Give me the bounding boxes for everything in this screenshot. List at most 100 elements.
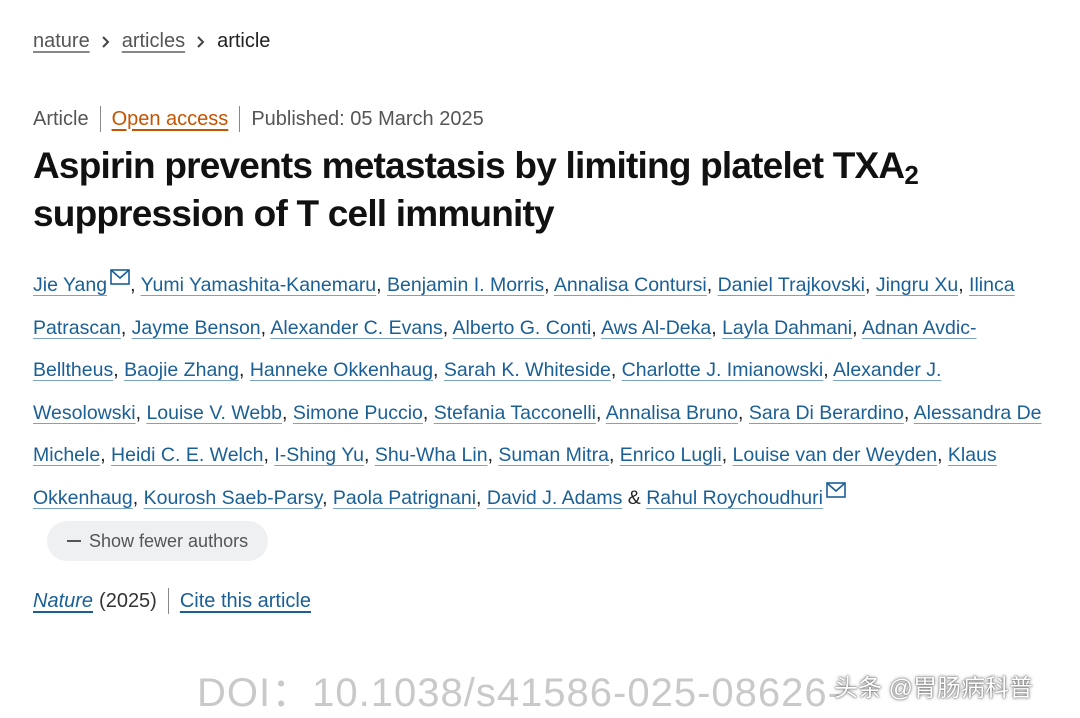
author-link[interactable]: Yumi Yamashita-Kanemaru <box>140 274 377 296</box>
author-link[interactable]: Alberto G. Conti <box>452 316 592 339</box>
separator: , <box>238 359 245 382</box>
author-link[interactable]: Sarah K. Whiteside <box>443 359 611 382</box>
author-link[interactable]: Stefania Tacconelli <box>433 401 596 424</box>
author-item: Aws Al-Deka, <box>601 317 717 339</box>
separator: , <box>608 444 615 467</box>
author-list: Jie Yang, Yumi Yamashita-Kanemaru, Benja… <box>33 264 1048 562</box>
mail-icon[interactable] <box>110 269 130 285</box>
author-link[interactable]: Baojie Zhang <box>124 359 239 382</box>
conjunction: & <box>627 486 641 509</box>
separator: , <box>132 486 139 509</box>
author-item: Suman Mitra, <box>498 444 614 466</box>
author-item: Daniel Trajkovski, <box>718 274 871 296</box>
author-link[interactable]: Alexander J. Wesolowski <box>33 359 942 424</box>
separator: , <box>721 444 728 467</box>
author-link[interactable]: Adnan Avdic-Belltheus <box>33 316 977 382</box>
cite-link[interactable]: Cite this article <box>179 589 311 612</box>
author-link[interactable]: Aws Al-Deka <box>601 316 712 339</box>
separator: , <box>363 444 370 467</box>
author-item: Jingru Xu, <box>876 274 964 296</box>
separator: , <box>135 401 142 424</box>
mail-icon[interactable] <box>826 482 846 498</box>
author-item: Alexander C. Evans, <box>270 317 448 339</box>
author-link[interactable]: Jie Yang <box>33 274 108 296</box>
author-item: Baojie Zhang, <box>124 359 244 381</box>
author-link[interactable]: Sara Di Berardino <box>748 401 904 424</box>
separator: , <box>591 316 597 339</box>
author-item: I-Shing Yu, <box>274 444 369 466</box>
separator: , <box>260 316 267 339</box>
author-item: Annalisa Contursi, <box>554 274 712 296</box>
author-link[interactable]: Layla Dahmani <box>722 316 853 339</box>
author-item: Klaus Okkenhaug, <box>33 444 997 509</box>
author-link[interactable]: Daniel Trajkovski <box>717 274 865 296</box>
separator: , <box>476 486 482 509</box>
author-item: Ilinca Patrascan, <box>33 274 1015 339</box>
author-link[interactable]: Louise V. Webb <box>146 401 282 424</box>
author-link[interactable]: Benjamin I. Morris <box>387 274 545 296</box>
separator: , <box>487 444 493 467</box>
breadcrumb-current: article <box>217 30 271 52</box>
author-item: Jie Yang, <box>33 269 136 296</box>
author-item: Kourosh Saeb-Parsy, <box>144 487 328 509</box>
author-item: Hanneke Okkenhaug, <box>250 359 439 381</box>
author-item: Yumi Yamashita-Kanemaru, <box>141 274 382 296</box>
author-item: Sarah K. Whiteside, <box>444 359 616 381</box>
author-link[interactable]: Alexander C. Evans <box>270 316 443 339</box>
breadcrumb-link[interactable]: nature <box>33 30 90 52</box>
author-link[interactable]: Annalisa Contursi <box>553 274 707 296</box>
breadcrumb-link[interactable]: articles <box>121 30 186 52</box>
separator: , <box>130 274 136 296</box>
separator: , <box>823 359 829 382</box>
author-link[interactable]: Enrico Lugli <box>619 444 722 467</box>
divider <box>239 106 241 132</box>
source-watermark: 头条 @胃肠病科普 <box>834 675 1034 702</box>
author-item: Rahul Roychoudhuri <box>646 482 846 509</box>
journal-link[interactable]: Nature <box>33 589 94 612</box>
separator: , <box>738 401 744 424</box>
open-access[interactable]: Open access <box>111 107 229 130</box>
chevron <box>197 35 205 48</box>
separator: , <box>120 316 127 339</box>
author-link[interactable]: Jingru Xu <box>875 274 959 296</box>
author-item: Alberto G. Conti, <box>453 317 597 339</box>
author-item: Alexander J. Wesolowski, <box>33 359 941 424</box>
author-link[interactable]: Annalisa Bruno <box>605 401 739 424</box>
author-item: Sara Di Berardino, <box>749 402 909 424</box>
author-link[interactable]: I-Shing Yu <box>274 444 364 467</box>
author-item: Jayme Benson, <box>132 317 266 339</box>
separator: , <box>442 316 449 339</box>
separator: , <box>903 401 910 424</box>
author-link[interactable]: Ilinca Patrascan <box>33 274 1015 339</box>
author-item: Louise van der Weyden, <box>733 444 943 466</box>
author-item: Shu-Wha Lin, <box>375 444 493 466</box>
author-link[interactable]: Hanneke Okkenhaug <box>249 359 434 382</box>
author-link[interactable]: Rahul Roychoudhuri <box>646 486 823 509</box>
author-link[interactable]: Paola Patrignani <box>332 486 477 509</box>
author-item: Enrico Lugli, <box>620 444 727 466</box>
author-link[interactable]: Simone Puccio <box>292 401 423 424</box>
separator: , <box>706 274 713 296</box>
separator: , <box>113 359 119 382</box>
divider <box>99 106 101 132</box>
author-link[interactable]: Louise van der Weyden <box>732 444 938 467</box>
separator: , <box>852 316 858 339</box>
author-link[interactable]: Kourosh Saeb-Parsy <box>143 486 323 509</box>
show-fewer-authors[interactable]: Show fewer authors <box>47 521 269 562</box>
author-link[interactable]: Heidi C. E. Welch <box>111 444 264 467</box>
author-link[interactable]: David J. Adams <box>486 486 623 509</box>
author-link[interactable]: Alessandra De Michele <box>33 401 1042 467</box>
author-link[interactable]: Charlotte J. Imianowski <box>621 359 824 382</box>
title-subscript: 2 <box>904 160 918 190</box>
author-link[interactable]: Suman Mitra <box>498 444 609 467</box>
author-item: Charlotte J. Imianowski, <box>622 359 829 381</box>
author-item: Heidi C. E. Welch, <box>111 444 269 466</box>
author-link[interactable]: Shu-Wha Lin <box>374 444 488 467</box>
minus-icon <box>67 540 81 543</box>
author-link[interactable]: Klaus Okkenhaug <box>33 444 997 509</box>
author-link[interactable]: Jayme Benson <box>131 316 261 339</box>
separator: , <box>595 401 602 424</box>
article-meta: Article Open access Published: 05 March … <box>33 106 484 132</box>
